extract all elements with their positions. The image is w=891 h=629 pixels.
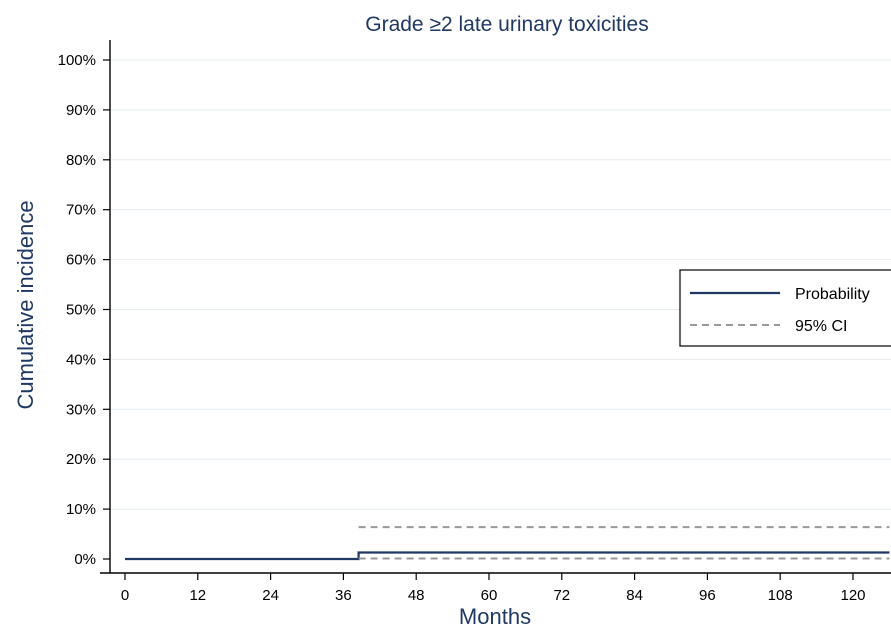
grid-lines	[110, 59, 891, 510]
x-axis-label: Months	[459, 604, 531, 629]
x-tick-label: 36	[335, 587, 352, 604]
y-tick-label: 10%	[66, 501, 96, 518]
legend: Probability 95% CI	[679, 269, 891, 347]
y-axis-label: Cumulative incidence	[13, 200, 38, 409]
x-tick-label: 0	[121, 587, 129, 604]
x-tick-label: 48	[408, 587, 425, 604]
x-tick-label: 120	[840, 587, 865, 604]
y-tick-label: 40%	[66, 351, 96, 368]
legend-label: Probability	[795, 286, 870, 303]
legend-label: 95% CI	[795, 318, 847, 335]
x-tick-label: 72	[553, 587, 570, 604]
axes: 0% 10% 20% 30% 40% 50% 60% 70% 80% 90% 100% 0 12 24 36…	[58, 40, 891, 604]
y-tick-label: 60%	[66, 252, 96, 269]
series-layer	[125, 526, 890, 561]
x-tick-label: 24	[262, 587, 279, 604]
y-tick-label: 0%	[74, 551, 96, 568]
y-tick-label: 50%	[66, 302, 96, 319]
y-tick-label: 100%	[58, 52, 96, 69]
y-tick-label: 30%	[66, 401, 96, 418]
legend-box	[679, 269, 891, 347]
y-tick-label: 70%	[66, 202, 96, 219]
probability-line-0	[125, 551, 890, 561]
chart-title: Grade ≥2 late urinary toxicities	[365, 13, 648, 36]
y-tick-label: 20%	[66, 451, 96, 468]
x-tick-label: 84	[626, 587, 643, 604]
y-tick-label: 90%	[66, 102, 96, 119]
x-tick-label: 108	[768, 587, 793, 604]
x-tick-label: 60	[481, 587, 498, 604]
y-tick-label: 80%	[66, 152, 96, 169]
x-tick-label: 96	[699, 587, 716, 604]
x-tick-label: 12	[189, 587, 206, 604]
